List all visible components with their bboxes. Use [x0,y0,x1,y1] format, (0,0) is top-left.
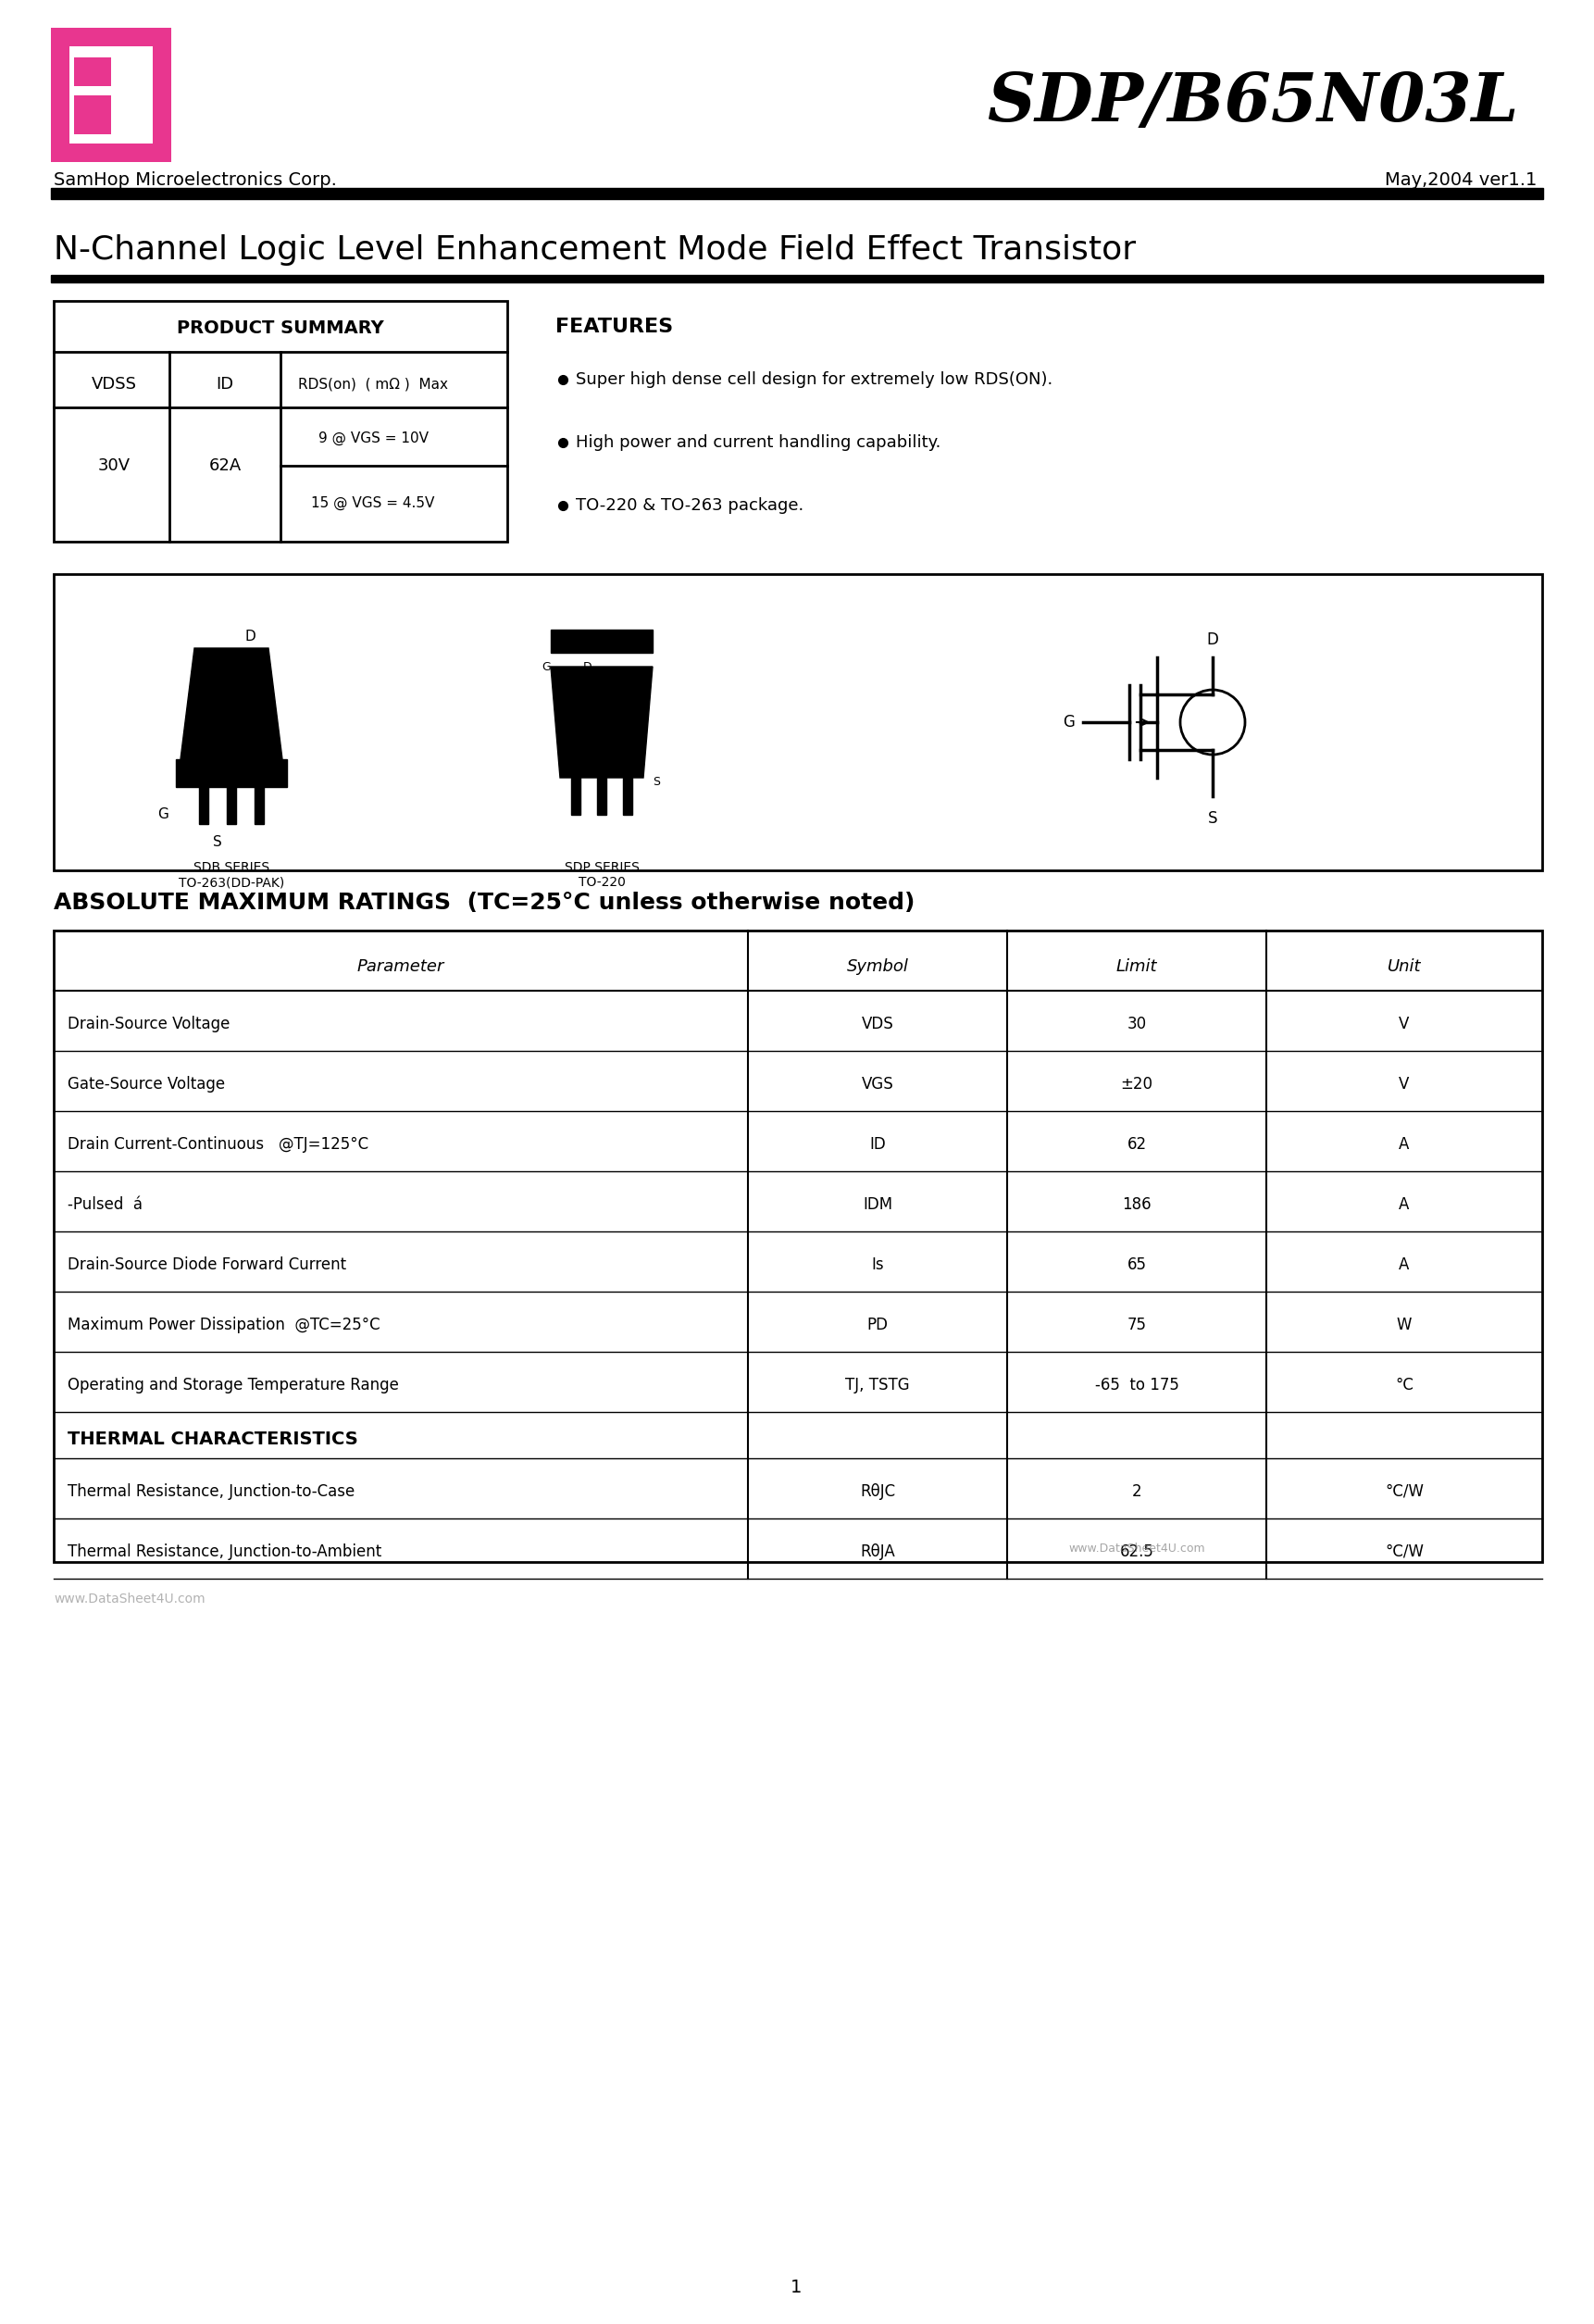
Text: ±20: ±20 [1121,1076,1152,1092]
Bar [598,779,606,816]
Text: °C/W: °C/W [1385,1483,1423,1499]
Text: 62A: 62A [209,458,241,474]
Bar [51,188,1543,200]
Text: Gate-Source Voltage: Gate-Source Voltage [67,1076,225,1092]
Text: Maximum Power Dissipation  @TC=25°C: Maximum Power Dissipation @TC=25°C [67,1315,379,1334]
Text: ABSOLUTE MAXIMUM RATINGS  (TC=25°C unless otherwise noted): ABSOLUTE MAXIMUM RATINGS (TC=25°C unless… [54,892,915,913]
Text: SamHop Microelectronics Corp.: SamHop Microelectronics Corp. [54,172,336,188]
Text: Thermal Resistance, Junction-to-Ambient: Thermal Resistance, Junction-to-Ambient [67,1543,381,1559]
Text: S: S [1208,811,1218,827]
Text: www.DataSheet4U.com: www.DataSheet4U.com [54,1592,206,1606]
Bar [623,779,633,816]
Text: D: D [245,630,257,644]
Text: Operating and Storage Temperature Range: Operating and Storage Temperature Range [67,1376,398,1394]
Text: A: A [1400,1136,1409,1153]
Text: V: V [1400,1016,1409,1032]
Bar [51,274,1543,284]
Text: 30: 30 [1127,1016,1146,1032]
Text: N-Channel Logic Level Enhancement Mode Field Effect Transistor: N-Channel Logic Level Enhancement Mode F… [54,235,1137,265]
Text: D: D [583,660,593,672]
Text: High power and current handling capability.: High power and current handling capabili… [575,435,940,451]
Bar [54,574,1541,872]
Bar [199,788,209,825]
Text: IDM: IDM [862,1197,893,1213]
Text: 9 @ VGS = 10V: 9 @ VGS = 10V [317,430,429,444]
Text: -Pulsed  á: -Pulsed á [67,1197,142,1213]
Text: TJ, TSTG: TJ, TSTG [845,1376,910,1394]
Text: THERMAL CHARACTERISTICS: THERMAL CHARACTERISTICS [67,1432,359,1448]
Text: W: W [1396,1315,1412,1334]
Text: VGS: VGS [861,1076,894,1092]
Text: ID: ID [217,376,234,393]
Text: Parameter: Parameter [357,957,445,976]
Text: G: G [158,809,169,823]
Text: Drain-Source Voltage: Drain-Source Voltage [67,1016,230,1032]
Bar [54,930,1541,1562]
Text: Unit: Unit [1387,957,1422,976]
Polygon shape [552,667,652,779]
Text: D: D [1207,632,1218,648]
Text: SDB SERIES
TO-263(DD-PAK): SDB SERIES TO-263(DD-PAK) [179,862,284,890]
Text: 65: 65 [1127,1257,1146,1274]
Bar [571,779,580,816]
Text: SDP SERIES
TO-220: SDP SERIES TO-220 [564,862,639,890]
Text: 1: 1 [791,2278,802,2296]
Text: G: G [1063,713,1074,730]
Bar [226,788,236,825]
Text: 186: 186 [1122,1197,1151,1213]
Text: 30V: 30V [97,458,131,474]
Text: ID: ID [869,1136,886,1153]
Text: FEATURES: FEATURES [555,318,673,337]
Text: G: G [542,660,552,672]
Text: Is: Is [872,1257,883,1274]
Bar [552,630,652,653]
Text: 62: 62 [1127,1136,1146,1153]
Text: -65  to 175: -65 to 175 [1095,1376,1180,1394]
Text: 2: 2 [1132,1483,1141,1499]
Text: Super high dense cell design for extremely low RDS(ON).: Super high dense cell design for extreme… [575,372,1052,388]
Bar [54,300,507,541]
Text: A: A [1400,1257,1409,1274]
Text: PRODUCT SUMMARY: PRODUCT SUMMARY [177,321,384,337]
Text: www.DataSheet4U.com: www.DataSheet4U.com [1068,1543,1205,1555]
Text: 62.5: 62.5 [1119,1543,1154,1559]
Text: TO-220 & TO-263 package.: TO-220 & TO-263 package. [575,497,803,514]
Text: Drain Current-Continuous   @TJ=125°C: Drain Current-Continuous @TJ=125°C [67,1136,368,1153]
FancyBboxPatch shape [70,46,153,144]
Polygon shape [175,760,287,788]
Text: A: A [1400,1197,1409,1213]
Text: °C: °C [1395,1376,1414,1394]
Text: RθJA: RθJA [861,1543,894,1559]
Text: SDP/B65N03L: SDP/B65N03L [987,70,1517,135]
Text: Symbol: Symbol [846,957,909,976]
Text: PD: PD [867,1315,888,1334]
Text: 15 @ VGS = 4.5V: 15 @ VGS = 4.5V [311,495,435,509]
Text: 75: 75 [1127,1315,1146,1334]
Text: VDS: VDS [861,1016,894,1032]
Text: VDSS: VDSS [91,376,137,393]
Text: RθJC: RθJC [859,1483,896,1499]
Text: S: S [214,837,222,851]
FancyBboxPatch shape [73,88,112,135]
FancyBboxPatch shape [51,28,171,163]
Text: May,2004 ver1.1: May,2004 ver1.1 [1385,172,1537,188]
Text: Drain-Source Diode Forward Current: Drain-Source Diode Forward Current [67,1257,346,1274]
Polygon shape [180,648,282,760]
Text: V: V [1400,1076,1409,1092]
FancyBboxPatch shape [73,58,112,93]
FancyBboxPatch shape [70,86,153,95]
Text: Thermal Resistance, Junction-to-Case: Thermal Resistance, Junction-to-Case [67,1483,355,1499]
Text: °C/W: °C/W [1385,1543,1423,1559]
Text: RDS(on)  ( mΩ )  Max: RDS(on) ( mΩ ) Max [298,376,448,390]
Bar [255,788,265,825]
Text: Limit: Limit [1116,957,1157,976]
Text: S: S [652,776,660,788]
